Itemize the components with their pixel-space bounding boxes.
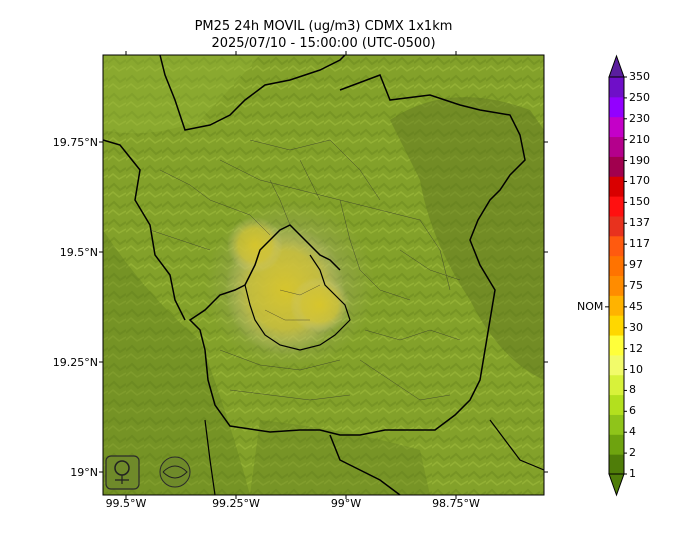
colorbar-tick-label: 230 — [629, 111, 650, 125]
colorbar-tick-label: 170 — [629, 174, 650, 188]
colorbar-bottom-arrow — [608, 473, 625, 497]
colorbar-segment — [609, 136, 624, 157]
colorbar-segment — [609, 295, 624, 316]
colorbar-tick-label: 190 — [629, 153, 650, 167]
colorbar-tick-label: 10 — [629, 362, 643, 376]
colorbar-segment — [609, 335, 624, 356]
colorbar-tick-label: 137 — [629, 216, 650, 230]
lon-tick-label: 99.25°W — [212, 497, 260, 510]
colorbar-segment — [609, 354, 624, 376]
colorbar-segment — [609, 414, 624, 435]
lat-tick-label: 19.5°N — [59, 246, 98, 259]
colorbar-segment — [609, 156, 624, 177]
lon-tick-label: 99.5°W — [105, 497, 147, 510]
colorbar-segment — [609, 394, 624, 415]
colorbar-tick-label: 350 — [629, 70, 650, 83]
lon-tick-label: 98.75°W — [432, 497, 480, 510]
colorbar-segment — [609, 215, 624, 237]
colorbar-segment — [609, 255, 624, 276]
lat-tick-label: 19.25°N — [52, 356, 98, 369]
colorbar-segment — [609, 374, 624, 396]
colorbar-segment — [609, 77, 624, 98]
map-title: PM25 24h MOVIL (ug/m3) CDMX 1x1km — [194, 19, 453, 34]
colorbar-segment — [609, 454, 624, 475]
nom-marker-label: NOM — [577, 299, 604, 313]
colorbar-top-arrow — [608, 54, 625, 78]
colorbar-tick-label: 210 — [629, 132, 650, 146]
map-subtitle: 2025/07/10 - 15:00:00 (UTC-0500) — [211, 36, 436, 51]
colorbar-tick-label: 250 — [629, 90, 650, 104]
colorbar-segment — [609, 196, 624, 217]
axis-ticks — [99, 51, 548, 499]
colorbar-segment — [609, 176, 624, 197]
colorbar-tick-label: 2 — [629, 446, 636, 460]
colorbar-segment — [609, 434, 624, 455]
colorbar-tick-label: 30 — [629, 320, 643, 334]
colorbar-tick-label: 12 — [629, 341, 643, 355]
lon-tick-label: 99°W — [330, 497, 362, 510]
colorbar-tick-label: 8 — [629, 383, 636, 397]
calidad-aire-logo — [159, 456, 191, 488]
map-area — [102, 54, 545, 496]
colorbar-segment — [609, 116, 624, 138]
lat-tick-label: 19°N — [70, 466, 98, 479]
colorbar-tick-label: 4 — [629, 425, 636, 439]
colorbar-segment — [609, 275, 624, 296]
colorbar-segment — [609, 96, 624, 118]
colorbar-tick-label: 1 — [629, 467, 636, 480]
colorbar-tick-label: 117 — [629, 237, 650, 251]
colorbar-segment — [609, 315, 624, 336]
colorbar-tick-label: 75 — [629, 278, 643, 292]
sedema-logo — [105, 455, 140, 490]
colorbar-tick-label: 97 — [629, 258, 643, 272]
colorbar-tick-label: 45 — [629, 299, 643, 313]
colorbar-tick-label: 6 — [629, 404, 636, 418]
colorbar-segment — [609, 235, 624, 257]
colorbar — [605, 54, 627, 497]
lat-tick-label: 19.75°N — [52, 136, 98, 149]
colorbar-tick-label: 150 — [629, 195, 650, 209]
